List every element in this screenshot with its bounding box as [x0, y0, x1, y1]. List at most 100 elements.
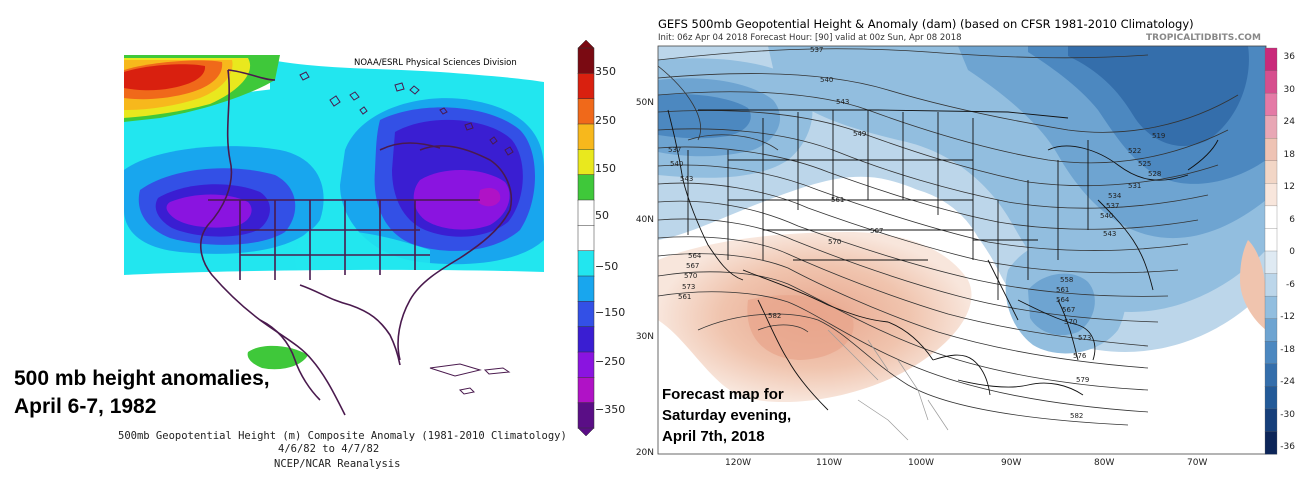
latitude-label: 30N [635, 332, 654, 342]
contour-label: 582 [1070, 412, 1083, 420]
right-panel-2018-forecast: GEFS 500mb Geopotential Height & Anomaly… [628, 0, 1300, 484]
left-colorbar-label: 250 [595, 114, 616, 127]
left-colorbar-top-arrow [577, 39, 595, 49]
contour-label: 540 [670, 160, 683, 168]
anomaly-fill [124, 55, 544, 285]
contour-label: 543 [836, 98, 849, 106]
contour-label: 570 [828, 238, 841, 246]
left-colorbar-label: 150 [595, 162, 616, 175]
left-colorbar-segment [577, 174, 595, 201]
right-colorbar-label: 24 [1283, 117, 1295, 127]
left-colorbar-label: −150 [595, 306, 626, 319]
right-overlay-line-3: April 7th, 2018 [662, 428, 765, 445]
contour-label: 579 [1076, 376, 1089, 384]
right-colorbar-label: 36 [1283, 52, 1295, 62]
left-colorbar [577, 39, 595, 437]
source-label: NOAA/ESRL Physical Sciences Division [354, 58, 517, 68]
contour-label: 558 [1060, 276, 1073, 284]
contour-label: 543 [1103, 230, 1116, 238]
right-colorbar-label: -6 [1286, 279, 1295, 290]
left-colorbar-bottom-arrow [577, 427, 595, 437]
contour-label: 543 [680, 175, 693, 183]
left-colorbar-segment [577, 123, 595, 150]
left-colorbar-segment [577, 250, 595, 277]
left-colorbar-segment [577, 47, 595, 74]
contour-label: 561 [1056, 286, 1069, 294]
right-colorbar-label: -18 [1280, 344, 1295, 355]
left-colorbar-segment [577, 326, 595, 353]
right-overlay-line-2: Saturday evening, [662, 407, 792, 424]
right-overlay-line-1: Forecast map for [662, 386, 784, 403]
left-colorbar-segment [577, 73, 595, 100]
contour-label: 564 [688, 252, 702, 260]
contour-label: 573 [1078, 334, 1091, 342]
contour-label: 561 [678, 293, 691, 301]
contour-label: 561 [831, 196, 844, 204]
left-colorbar-segment [577, 301, 595, 328]
contour-label: 528 [1148, 170, 1161, 178]
forecast-title: GEFS 500mb Geopotential Height & Anomaly… [658, 17, 1194, 31]
left-colorbar-label: −350 [595, 403, 626, 416]
green-anomaly-patch [247, 345, 308, 370]
left-colorbar-segment [577, 149, 595, 176]
left-colorbar-label: −50 [595, 260, 619, 273]
contour-label: 531 [1128, 182, 1141, 190]
contour-label: 537 [668, 146, 681, 154]
left-panel-1982-composite: NOAA/ESRL Physical Sciences Division 350… [0, 0, 625, 484]
coastline-details [299, 71, 514, 395]
left-colorbar-label: 50 [595, 209, 609, 222]
contour-label: 540 [820, 76, 833, 84]
left-colorbar-segment [577, 199, 595, 226]
forecast-map: 5375405435495375405435615645675705735615… [657, 45, 1278, 455]
right-colorbar-segment [1264, 386, 1278, 410]
right-colorbar-label: -30 [1280, 409, 1295, 420]
left-colorbar-segment [577, 225, 595, 252]
left-colorbar-segment [577, 275, 595, 302]
right-colorbar-segment [1264, 160, 1278, 184]
right-colorbar-label: 12 [1283, 182, 1295, 192]
contour-label: 519 [1152, 132, 1165, 140]
political-boundaries [200, 69, 512, 416]
contour-label: 570 [1064, 318, 1077, 326]
right-colorbar-label: 30 [1283, 84, 1295, 95]
left-colorbar-segment [577, 402, 595, 429]
longitude-label: 70W [1187, 458, 1208, 468]
map-boundaries [667, 109, 1219, 411]
left-colorbar-segment [577, 98, 595, 125]
left-colorbar-label: −250 [595, 355, 626, 368]
contour-label: 522 [1128, 147, 1141, 155]
caption-line-3: NCEP/NCAR Reanalysis [274, 458, 401, 470]
caption-line-2: 4/6/82 to 4/7/82 [278, 443, 380, 455]
latitude-label: 40N [635, 215, 654, 225]
brand-label: TROPICALTIDBITS.COM [1146, 33, 1261, 43]
mexico-state-lines [827, 329, 949, 441]
latitude-label: 20N [635, 448, 654, 458]
longitude-label: 120W [725, 458, 752, 468]
contour-label: 567 [686, 262, 699, 270]
contour-label: 567 [1062, 306, 1075, 314]
contour-labels: 5375405435495375405435615645675705735615… [668, 46, 1165, 420]
forecast-subtitle: Init: 06z Apr 04 2018 Forecast Hour: [90… [658, 33, 962, 43]
right-colorbar [1264, 47, 1278, 455]
contour-label: 540 [1100, 212, 1113, 220]
right-overlay-title: Forecast map for Saturday evening, April… [662, 384, 791, 447]
contour-label: 537 [810, 46, 823, 54]
longitude-label: 110W [816, 458, 843, 468]
contour-label: 537 [1106, 202, 1119, 210]
right-colorbar-label: 0 [1289, 247, 1295, 257]
left-colorbar-label: 350 [595, 65, 616, 78]
right-colorbar-label: -12 [1280, 312, 1295, 322]
contour-label: 573 [682, 283, 695, 291]
right-colorbar-label: 18 [1283, 149, 1295, 160]
longitude-label: 80W [1094, 458, 1115, 468]
left-colorbar-segment [577, 351, 595, 378]
left-overlay-line-1: 500 mb height anomalies, [14, 367, 270, 390]
contour-label: 549 [853, 130, 866, 138]
height-contours [658, 48, 1239, 426]
latitude-label: 50N [635, 98, 654, 108]
contour-label: 582 [768, 312, 781, 320]
right-colorbar-segment [1264, 431, 1278, 455]
left-colorbar-segment [577, 377, 595, 404]
caption-line-1: 500mb Geopotential Height (m) Composite … [118, 430, 567, 442]
left-anomaly-map [124, 39, 595, 437]
